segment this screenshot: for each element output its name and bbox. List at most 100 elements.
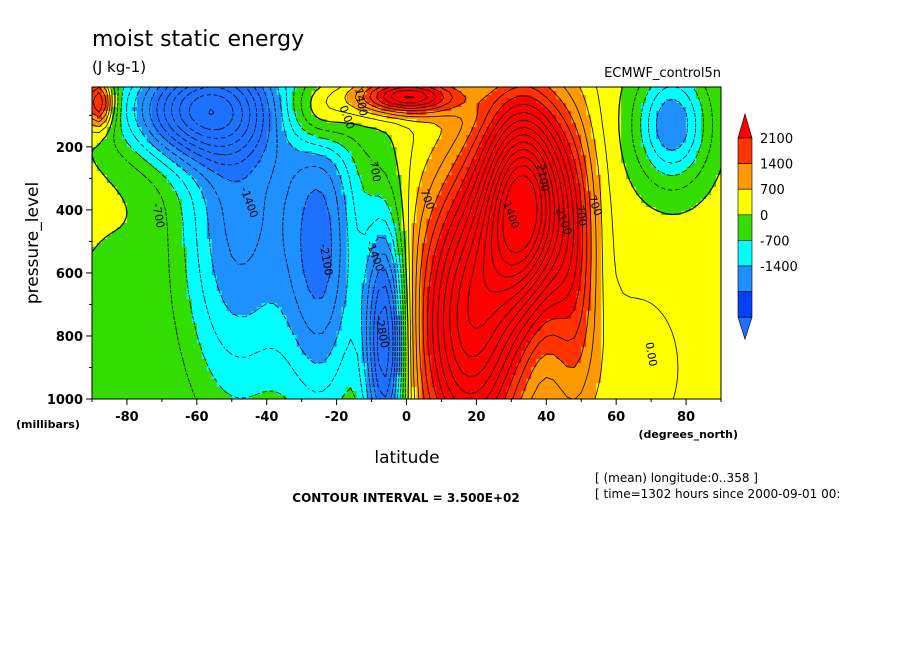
heatmap-cell: [336, 303, 343, 308]
heatmap-cell: [186, 163, 193, 168]
heatmap-cell: [361, 95, 368, 100]
heatmap-cell: [181, 335, 188, 340]
heatmap-cell: [276, 287, 283, 292]
heatmap-cell: [201, 247, 208, 252]
heatmap-cell: [151, 167, 158, 172]
heatmap-cell: [386, 323, 393, 328]
heatmap-cell: [231, 267, 238, 272]
heatmap-cell: [251, 147, 258, 152]
heatmap-cell: [376, 367, 383, 372]
heatmap-cell: [356, 215, 363, 220]
heatmap-cell: [301, 379, 308, 384]
heatmap-cell: [191, 287, 198, 292]
heatmap-cell: [266, 343, 273, 348]
heatmap-cell: [281, 151, 288, 156]
heatmap-cell: [121, 235, 128, 240]
heatmap-cell: [141, 127, 148, 132]
heatmap-cell: [351, 299, 358, 304]
heatmap-cell: [246, 387, 253, 392]
heatmap-cell: [316, 387, 323, 392]
heatmap-cell: [241, 307, 248, 312]
heatmap-cell: [166, 227, 173, 232]
heatmap-cell: [151, 147, 158, 152]
heatmap-cell: [391, 135, 398, 140]
heatmap-cell: [246, 135, 253, 140]
heatmap-cell: [216, 263, 223, 268]
heatmap-cell: [101, 375, 108, 380]
heatmap-cell: [221, 347, 228, 352]
heatmap-cell: [176, 163, 183, 168]
heatmap-cell: [176, 103, 183, 108]
heatmap-cell: [131, 367, 138, 372]
heatmap-cell: [186, 283, 193, 288]
heatmap-cell: [306, 283, 313, 288]
heatmap-cell: [206, 139, 213, 144]
heatmap-cell: [186, 119, 193, 124]
heatmap-cell: [156, 171, 163, 176]
heatmap-cell: [246, 311, 253, 316]
heatmap-cell: [326, 335, 333, 340]
heatmap-cell: [196, 335, 203, 340]
heatmap-cell: [291, 219, 298, 224]
heatmap-cell: [336, 139, 343, 144]
heatmap-cell: [146, 295, 153, 300]
heatmap-cell: [141, 371, 148, 376]
heatmap-cell: [381, 287, 388, 292]
heatmap-cell: [301, 139, 308, 144]
heatmap-cell: [131, 187, 138, 192]
heatmap-cell: [246, 263, 253, 268]
heatmap-cell: [156, 199, 163, 204]
heatmap-cell: [271, 351, 278, 356]
heatmap-cell: [401, 183, 408, 188]
heatmap-cell: [351, 163, 358, 168]
heatmap-cell: [281, 123, 288, 128]
heatmap-cell: [401, 127, 408, 132]
heatmap-cell: [111, 255, 118, 260]
heatmap-cell: [261, 111, 268, 116]
heatmap-cell: [196, 227, 203, 232]
heatmap-cell: [106, 343, 113, 348]
heatmap-cell: [116, 251, 123, 256]
heatmap-cell: [381, 163, 388, 168]
heatmap-cell: [341, 151, 348, 156]
heatmap-cell: [296, 255, 303, 260]
heatmap-cell: [396, 191, 403, 196]
heatmap-cell: [251, 375, 258, 380]
heatmap-cell: [331, 359, 338, 364]
heatmap-cell: [92, 219, 98, 224]
heatmap-cell: [121, 271, 128, 276]
heatmap-cell: [116, 359, 123, 364]
heatmap-cell: [276, 207, 283, 212]
heatmap-cell: [126, 107, 133, 112]
heatmap-cell: [326, 323, 333, 328]
heatmap-cell: [211, 227, 218, 232]
heatmap-cell: [111, 283, 118, 288]
heatmap-cell: [141, 251, 148, 256]
heatmap-cell: [316, 315, 323, 320]
heatmap-cell: [116, 311, 123, 316]
heatmap-cell: [116, 123, 123, 128]
heatmap-cell: [131, 379, 138, 384]
heatmap-cell: [371, 143, 378, 148]
heatmap-cell: [296, 111, 303, 116]
heatmap-cell: [141, 107, 148, 112]
heatmap-cell: [306, 355, 313, 360]
heatmap-cell: [221, 219, 228, 224]
heatmap-cell: [406, 131, 413, 136]
heatmap-cell: [92, 251, 98, 256]
heatmap-cell: [301, 371, 308, 376]
heatmap-cell: [111, 295, 118, 300]
heatmap-cell: [186, 151, 193, 156]
heatmap-cell: [361, 275, 368, 280]
heatmap-cell: [351, 363, 358, 368]
heatmap-cell: [156, 223, 163, 228]
heatmap-cell: [376, 115, 383, 120]
heatmap-cell: [201, 395, 208, 399]
heatmap-cell: [291, 199, 298, 204]
heatmap-cell: [196, 87, 203, 92]
heatmap-cell: [211, 135, 218, 140]
heatmap-cell: [191, 135, 198, 140]
heatmap-cell: [256, 155, 263, 160]
heatmap-cell: [326, 271, 333, 276]
heatmap-cell: [151, 391, 158, 396]
